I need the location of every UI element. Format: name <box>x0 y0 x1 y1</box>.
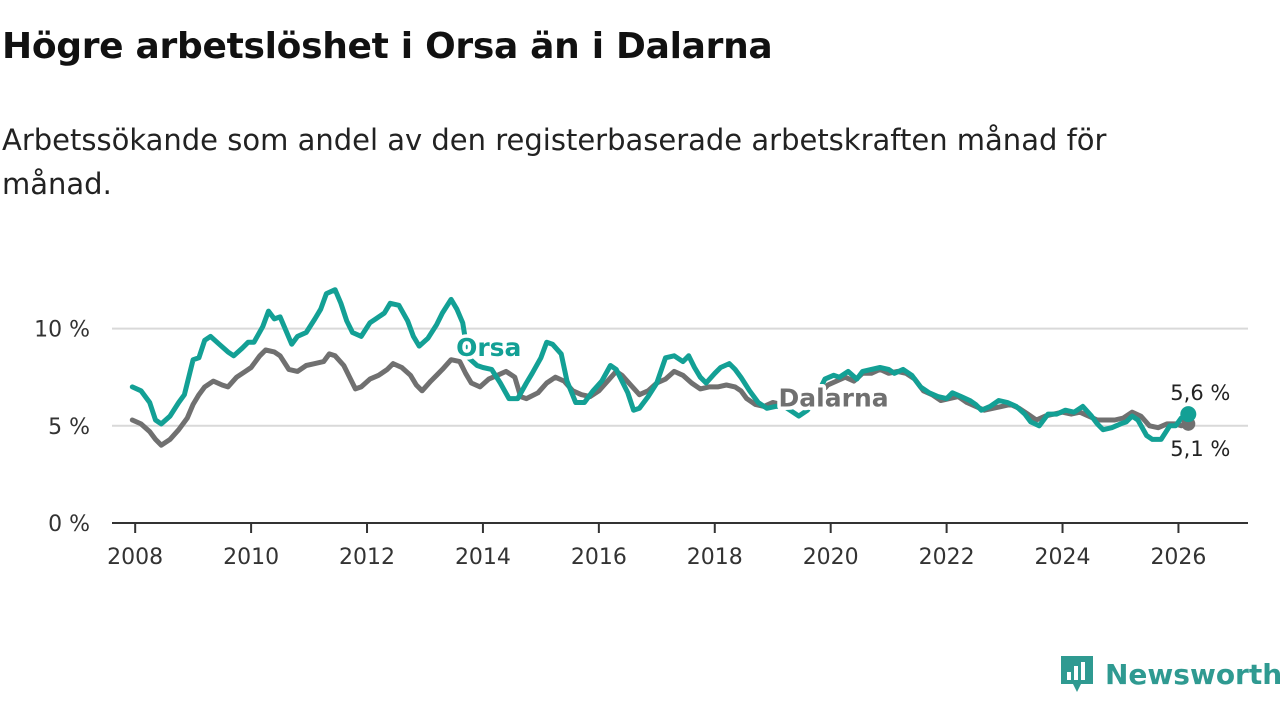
end-marker-orsa <box>1180 406 1197 423</box>
brand-logo: Newsworthy <box>1059 654 1280 694</box>
brand-name: Newsworthy <box>1105 657 1280 691</box>
y-tick-label: 0 % <box>48 512 90 537</box>
x-tick-label: 2024 <box>1035 545 1091 570</box>
x-tick-label: 2022 <box>919 545 975 570</box>
chart-title: Högre arbetslöshet i Orsa än i Dalarna <box>2 26 773 67</box>
series-label-orsa: Orsa <box>456 333 521 362</box>
x-tick-label: 2020 <box>803 545 859 570</box>
y-tick-label: 5 % <box>48 415 90 440</box>
x-tick-label: 2026 <box>1150 545 1206 570</box>
x-tick-label: 2016 <box>571 545 627 570</box>
newsworthy-logo-icon <box>1061 656 1093 692</box>
x-tick-label: 2014 <box>455 545 511 570</box>
series-line-orsa <box>129 287 1191 442</box>
y-tick-label: 10 % <box>34 318 90 343</box>
series-line-dalarna <box>129 347 1191 448</box>
x-tick-label: 2010 <box>223 545 279 570</box>
end-label-orsa: 5,6 % <box>1170 381 1230 405</box>
series-label-dalarna: Dalarna <box>779 383 889 412</box>
x-tick-label: 2018 <box>687 545 743 570</box>
end-label-dalarna: 5,1 % <box>1170 437 1230 461</box>
x-tick-label: 2008 <box>107 545 163 570</box>
x-tick-label: 2012 <box>339 545 395 570</box>
chart-subtitle: Arbetssökande som andel av den registerb… <box>2 123 1107 201</box>
